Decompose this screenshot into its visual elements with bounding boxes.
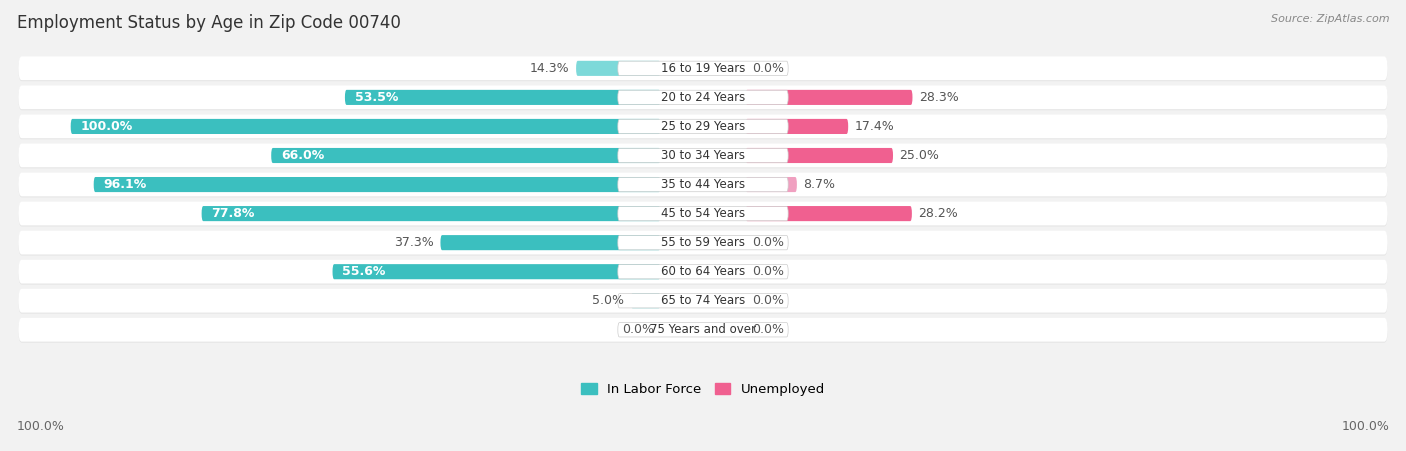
FancyBboxPatch shape (94, 177, 661, 192)
FancyBboxPatch shape (18, 289, 1388, 313)
Text: 100.0%: 100.0% (80, 120, 132, 133)
FancyBboxPatch shape (745, 90, 912, 105)
FancyBboxPatch shape (617, 322, 789, 337)
Text: 0.0%: 0.0% (752, 265, 785, 278)
FancyBboxPatch shape (18, 290, 1388, 313)
Legend: In Labor Force, Unemployed: In Labor Force, Unemployed (575, 378, 831, 401)
Text: 96.1%: 96.1% (104, 178, 146, 191)
FancyBboxPatch shape (18, 86, 1388, 110)
FancyBboxPatch shape (18, 86, 1388, 109)
FancyBboxPatch shape (18, 143, 1388, 167)
FancyBboxPatch shape (333, 264, 661, 279)
Text: 0.0%: 0.0% (752, 323, 785, 336)
Text: 20 to 24 Years: 20 to 24 Years (661, 91, 745, 104)
FancyBboxPatch shape (18, 144, 1388, 168)
Text: 28.2%: 28.2% (918, 207, 959, 220)
FancyBboxPatch shape (70, 119, 661, 134)
Text: 66.0%: 66.0% (281, 149, 325, 162)
Text: 100.0%: 100.0% (17, 420, 65, 433)
Text: 0.0%: 0.0% (752, 62, 785, 75)
Text: 60 to 64 Years: 60 to 64 Years (661, 265, 745, 278)
Text: 37.3%: 37.3% (394, 236, 434, 249)
Text: 53.5%: 53.5% (354, 91, 398, 104)
Text: 16 to 19 Years: 16 to 19 Years (661, 62, 745, 75)
FancyBboxPatch shape (617, 177, 789, 192)
FancyBboxPatch shape (344, 90, 661, 105)
Text: 75 Years and over: 75 Years and over (650, 323, 756, 336)
Text: 55.6%: 55.6% (342, 265, 385, 278)
FancyBboxPatch shape (18, 57, 1388, 81)
FancyBboxPatch shape (201, 206, 661, 221)
FancyBboxPatch shape (18, 202, 1388, 226)
FancyBboxPatch shape (617, 265, 789, 279)
FancyBboxPatch shape (18, 174, 1388, 198)
Text: 8.7%: 8.7% (803, 178, 835, 191)
FancyBboxPatch shape (18, 115, 1388, 139)
FancyBboxPatch shape (617, 235, 789, 250)
Text: 0.0%: 0.0% (621, 323, 654, 336)
Text: 17.4%: 17.4% (855, 120, 894, 133)
FancyBboxPatch shape (18, 115, 1388, 138)
Text: 14.3%: 14.3% (530, 62, 569, 75)
Text: 25 to 29 Years: 25 to 29 Years (661, 120, 745, 133)
FancyBboxPatch shape (617, 148, 789, 163)
Text: 25.0%: 25.0% (900, 149, 939, 162)
FancyBboxPatch shape (617, 90, 789, 105)
FancyBboxPatch shape (745, 148, 893, 163)
FancyBboxPatch shape (745, 177, 797, 192)
Text: 35 to 44 Years: 35 to 44 Years (661, 178, 745, 191)
FancyBboxPatch shape (576, 61, 661, 76)
Text: 55 to 59 Years: 55 to 59 Years (661, 236, 745, 249)
FancyBboxPatch shape (617, 119, 789, 133)
FancyBboxPatch shape (745, 119, 848, 134)
FancyBboxPatch shape (18, 232, 1388, 255)
FancyBboxPatch shape (18, 56, 1388, 80)
Text: 30 to 34 Years: 30 to 34 Years (661, 149, 745, 162)
Text: 28.3%: 28.3% (920, 91, 959, 104)
Text: 0.0%: 0.0% (752, 236, 785, 249)
Text: 77.8%: 77.8% (211, 207, 254, 220)
FancyBboxPatch shape (617, 294, 789, 308)
Text: 65 to 74 Years: 65 to 74 Years (661, 294, 745, 307)
Text: 45 to 54 Years: 45 to 54 Years (661, 207, 745, 220)
FancyBboxPatch shape (18, 173, 1388, 197)
FancyBboxPatch shape (18, 260, 1388, 284)
FancyBboxPatch shape (440, 235, 661, 250)
FancyBboxPatch shape (18, 318, 1388, 342)
FancyBboxPatch shape (18, 231, 1388, 254)
FancyBboxPatch shape (271, 148, 661, 163)
FancyBboxPatch shape (617, 61, 789, 75)
Text: 5.0%: 5.0% (592, 294, 624, 307)
FancyBboxPatch shape (18, 261, 1388, 285)
Text: Source: ZipAtlas.com: Source: ZipAtlas.com (1271, 14, 1389, 23)
Text: Employment Status by Age in Zip Code 00740: Employment Status by Age in Zip Code 007… (17, 14, 401, 32)
FancyBboxPatch shape (745, 206, 912, 221)
FancyBboxPatch shape (617, 207, 789, 221)
FancyBboxPatch shape (18, 319, 1388, 343)
FancyBboxPatch shape (18, 202, 1388, 226)
Text: 100.0%: 100.0% (1341, 420, 1389, 433)
Text: 0.0%: 0.0% (752, 294, 785, 307)
FancyBboxPatch shape (631, 293, 661, 308)
